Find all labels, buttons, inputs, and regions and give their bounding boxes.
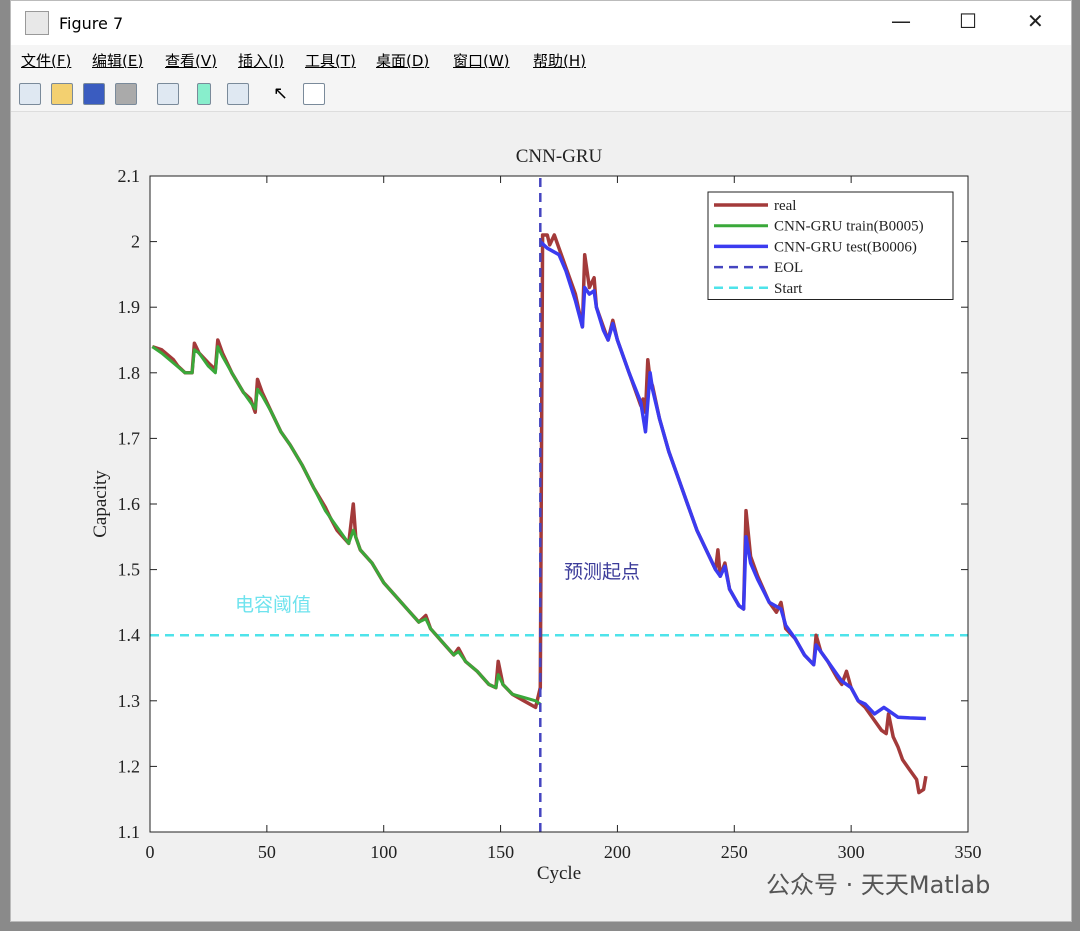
link-button[interactable] xyxy=(157,83,179,105)
x-tick-label: 300 xyxy=(838,842,865,862)
menu-item[interactable]: 插入(I) xyxy=(238,52,285,70)
y-tick-label: 1.8 xyxy=(118,363,141,383)
y-tick-label: 1.4 xyxy=(118,625,141,645)
annotation: 电容阈值 xyxy=(235,594,311,616)
legend-label: CNN-GRU train(B0005) xyxy=(774,219,924,235)
pointer-button[interactable]: ↖ xyxy=(273,83,289,104)
save-button[interactable] xyxy=(83,83,105,105)
app-icon xyxy=(25,11,49,35)
y-tick-label: 1.3 xyxy=(118,691,141,711)
y-tick-label: 2 xyxy=(131,232,140,252)
y-tick-label: 1.2 xyxy=(118,756,141,776)
x-tick-label: 0 xyxy=(146,842,155,862)
y-tick-label: 1.1 xyxy=(118,822,141,842)
x-tick-label: 350 xyxy=(955,842,982,862)
y-tick-label: 2.1 xyxy=(118,166,141,186)
open-button[interactable] xyxy=(51,83,73,105)
y-tick-label: 1.5 xyxy=(118,560,141,580)
title-bar: Figure 7 — ☐ ✕ xyxy=(11,1,1071,45)
annotation: 预测起点 xyxy=(564,561,640,583)
print-button[interactable] xyxy=(115,83,137,105)
legend-label: EOL xyxy=(774,260,803,276)
menu-item[interactable]: 工具(T) xyxy=(305,52,356,70)
menu-item[interactable]: 编辑(E) xyxy=(92,52,144,70)
axes-box xyxy=(149,175,969,833)
menu-item[interactable]: 桌面(D) xyxy=(376,52,430,70)
x-axis-label: Cycle xyxy=(537,863,581,884)
x-tick-label: 200 xyxy=(604,842,631,862)
menu-item[interactable]: 文件(F) xyxy=(21,52,72,70)
legend-label: CNN-GRU test(B0006) xyxy=(774,239,917,255)
menu-item[interactable]: 帮助(H) xyxy=(533,52,586,70)
colorbar-button[interactable] xyxy=(197,83,211,105)
property-button[interactable] xyxy=(303,83,325,105)
legend-label: real xyxy=(774,198,796,214)
y-tick-label: 1.9 xyxy=(118,297,141,317)
new-button[interactable] xyxy=(19,83,41,105)
menu-item[interactable]: 查看(V) xyxy=(165,52,217,70)
legend-label: Start xyxy=(774,281,803,297)
window-title: Figure 7 xyxy=(59,13,124,33)
menu-item[interactable]: 窗口(W) xyxy=(453,52,510,70)
x-tick-label: 100 xyxy=(370,842,397,862)
watermark: 公众号 · 天天Matlab xyxy=(766,871,990,899)
y-axis-label: Capacity xyxy=(90,470,111,538)
menu-bar: 文件(F) 编辑(E) 查看(V) 插入(I) 工具(T) 桌面(D) 窗口(W) 帮助(H) xyxy=(11,45,1071,75)
chart-title: CNN-GRU xyxy=(516,146,603,167)
minimize-button[interactable]: — xyxy=(891,9,911,33)
x-tick-label: 150 xyxy=(487,842,514,862)
maximize-button[interactable]: ☐ xyxy=(959,9,977,33)
x-tick-label: 250 xyxy=(721,842,748,862)
close-button[interactable]: ✕ xyxy=(1027,9,1044,33)
series-line xyxy=(539,240,926,721)
x-tick-label: 50 xyxy=(258,842,276,862)
y-tick-label: 1.6 xyxy=(118,494,141,514)
toolbar: ↖ xyxy=(11,75,1071,112)
series-line xyxy=(151,345,542,706)
legend-button[interactable] xyxy=(227,83,249,105)
y-tick-label: 1.7 xyxy=(118,428,141,448)
